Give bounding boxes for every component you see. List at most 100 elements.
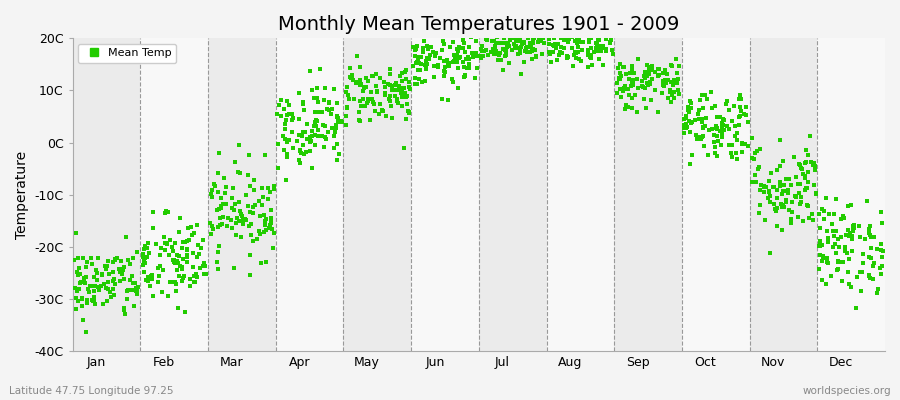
Point bbox=[77, 276, 92, 282]
Point bbox=[626, 81, 640, 87]
Point bbox=[318, 122, 332, 129]
Point bbox=[564, 34, 579, 40]
Point bbox=[778, 199, 793, 205]
Point bbox=[523, 40, 537, 46]
Point bbox=[254, 260, 268, 266]
Point bbox=[189, 270, 203, 277]
Point bbox=[722, 106, 736, 113]
Point bbox=[580, 32, 594, 38]
Point bbox=[626, 66, 640, 72]
Point bbox=[481, 52, 495, 58]
Point bbox=[505, 35, 519, 42]
Point bbox=[662, 89, 677, 96]
Point bbox=[702, 126, 716, 133]
Point bbox=[431, 63, 446, 70]
Point bbox=[845, 248, 859, 254]
Point bbox=[813, 252, 827, 258]
Point bbox=[670, 86, 685, 93]
Point bbox=[292, 90, 306, 96]
Point bbox=[114, 271, 129, 278]
Point bbox=[488, 44, 502, 50]
Point bbox=[166, 248, 180, 254]
Point bbox=[592, 56, 607, 62]
Point bbox=[271, 141, 285, 147]
Point bbox=[402, 109, 417, 116]
Point bbox=[769, 206, 783, 212]
Point bbox=[631, 56, 645, 62]
Point bbox=[258, 259, 273, 265]
Point bbox=[140, 240, 155, 247]
Point bbox=[348, 80, 363, 86]
Point bbox=[500, 44, 514, 50]
Point bbox=[171, 260, 185, 266]
Point bbox=[376, 79, 391, 85]
Point bbox=[450, 52, 464, 58]
Point bbox=[580, 27, 595, 34]
Point bbox=[626, 82, 640, 88]
Point bbox=[553, 49, 567, 55]
Point bbox=[435, 96, 449, 102]
Point bbox=[88, 283, 103, 290]
Point bbox=[455, 45, 470, 51]
Point bbox=[78, 280, 93, 286]
Point bbox=[827, 211, 842, 217]
Point bbox=[86, 287, 101, 294]
Point bbox=[142, 250, 157, 256]
Point bbox=[249, 236, 264, 242]
Point bbox=[813, 225, 827, 232]
Point bbox=[445, 76, 459, 82]
Point bbox=[724, 150, 738, 156]
Point bbox=[182, 236, 196, 243]
Point bbox=[819, 281, 833, 288]
Point bbox=[468, 74, 482, 81]
Point bbox=[775, 227, 789, 233]
Point bbox=[610, 80, 625, 87]
Point bbox=[210, 206, 224, 213]
Point bbox=[480, 36, 494, 43]
Point bbox=[813, 238, 827, 244]
Point bbox=[175, 245, 189, 251]
Point bbox=[116, 305, 130, 312]
Point bbox=[77, 274, 92, 281]
Point bbox=[779, 196, 794, 203]
Point bbox=[437, 64, 452, 70]
Point bbox=[321, 98, 336, 105]
Point bbox=[813, 243, 827, 250]
Point bbox=[116, 267, 130, 273]
Point bbox=[163, 237, 177, 243]
Point bbox=[433, 55, 447, 62]
Point bbox=[835, 278, 850, 284]
Point bbox=[186, 229, 201, 236]
Point bbox=[706, 139, 721, 146]
Point bbox=[777, 182, 791, 188]
Point bbox=[827, 241, 842, 248]
Point bbox=[512, 27, 526, 33]
Point bbox=[842, 280, 857, 287]
Point bbox=[598, 26, 613, 32]
Point bbox=[356, 88, 371, 94]
Point bbox=[120, 296, 134, 302]
Point bbox=[325, 106, 339, 113]
Point bbox=[238, 217, 253, 223]
Point bbox=[329, 125, 344, 132]
Point bbox=[612, 76, 626, 82]
Point bbox=[544, 51, 558, 58]
Point bbox=[408, 80, 422, 87]
Point bbox=[212, 249, 226, 255]
Point bbox=[535, 51, 549, 58]
Point bbox=[741, 143, 755, 149]
Point bbox=[213, 215, 228, 221]
Point bbox=[772, 137, 787, 144]
Point bbox=[831, 236, 845, 242]
Point bbox=[576, 16, 590, 22]
Point bbox=[263, 188, 277, 195]
Point bbox=[638, 105, 652, 111]
Point bbox=[454, 44, 469, 51]
Point bbox=[864, 234, 878, 240]
Point bbox=[106, 286, 121, 292]
Point bbox=[491, 52, 506, 58]
Point bbox=[705, 126, 719, 132]
Point bbox=[414, 61, 428, 67]
Point bbox=[820, 228, 834, 234]
Point bbox=[233, 208, 248, 215]
